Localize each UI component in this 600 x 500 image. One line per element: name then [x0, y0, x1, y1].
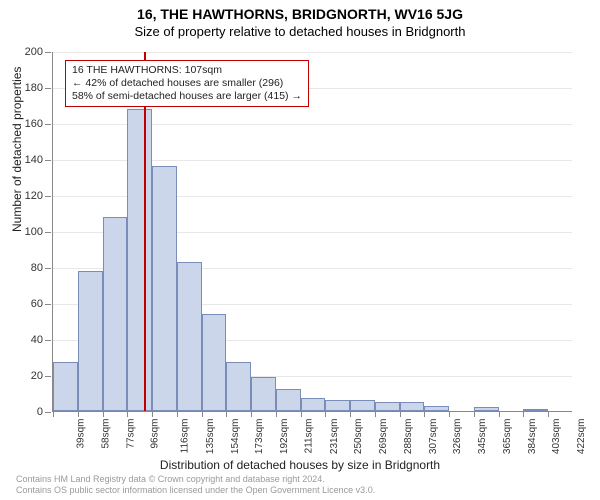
y-tick [45, 340, 51, 341]
gridline [53, 52, 572, 53]
x-tick-label: 96sqm [150, 419, 161, 449]
histogram-bar [474, 407, 499, 411]
x-tick [499, 411, 500, 417]
x-tick-label: 173sqm [254, 419, 265, 455]
x-tick [350, 411, 351, 417]
x-tick [152, 411, 153, 417]
x-tick [474, 411, 475, 417]
y-tick-label: 100 [25, 226, 43, 238]
histogram-bar [127, 109, 152, 411]
y-tick [45, 304, 51, 305]
x-tick [226, 411, 227, 417]
y-tick [45, 268, 51, 269]
y-tick-label: 80 [31, 262, 43, 274]
x-tick [202, 411, 203, 417]
x-tick-label: 154sqm [230, 419, 241, 455]
histogram-bar [276, 389, 301, 411]
x-tick-label: 326sqm [453, 419, 464, 455]
y-tick-label: 160 [25, 118, 43, 130]
x-tick [177, 411, 178, 417]
x-tick-label: 231sqm [329, 419, 340, 455]
footer-attribution: Contains HM Land Registry data © Crown c… [16, 474, 375, 496]
x-tick-label: 116sqm [179, 419, 190, 454]
histogram-bar [301, 398, 326, 411]
y-tick-label: 0 [37, 406, 43, 418]
chart-title-block: 16, THE HAWTHORNS, BRIDGNORTH, WV16 5JG … [0, 0, 600, 39]
histogram-bar [226, 362, 251, 411]
histogram-bar [152, 166, 177, 411]
histogram-bar [53, 362, 78, 411]
x-tick-label: 384sqm [527, 419, 538, 455]
x-tick [548, 411, 549, 417]
x-tick [400, 411, 401, 417]
plot-region: 02040608010012014016018020039sqm58sqm77s… [52, 52, 572, 412]
y-tick [45, 124, 51, 125]
y-tick-label: 120 [25, 190, 43, 202]
annotation-box: 16 THE HAWTHORNS: 107sqm← 42% of detache… [65, 60, 309, 107]
chart-area: 02040608010012014016018020039sqm58sqm77s… [52, 52, 572, 412]
x-tick [78, 411, 79, 417]
x-tick [325, 411, 326, 417]
y-tick [45, 232, 51, 233]
x-tick [53, 411, 54, 417]
y-tick-label: 180 [25, 82, 43, 94]
y-tick [45, 412, 51, 413]
x-tick [103, 411, 104, 417]
x-tick-label: 211sqm [303, 419, 314, 454]
x-tick [424, 411, 425, 417]
y-tick-label: 40 [31, 334, 43, 346]
x-tick-label: 403sqm [552, 419, 563, 455]
x-tick [375, 411, 376, 417]
histogram-bar [523, 409, 548, 411]
chart-title-line1: 16, THE HAWTHORNS, BRIDGNORTH, WV16 5JG [0, 6, 600, 22]
histogram-bar [424, 406, 449, 411]
histogram-bar [202, 314, 227, 411]
x-tick-label: 307sqm [428, 419, 439, 455]
y-tick-label: 140 [25, 154, 43, 166]
histogram-bar [375, 402, 400, 411]
histogram-bar [325, 400, 350, 411]
y-tick-label: 60 [31, 298, 43, 310]
annotation-line: ← 42% of detached houses are smaller (29… [72, 77, 302, 90]
histogram-bar [251, 377, 276, 411]
y-tick-label: 200 [25, 46, 43, 58]
y-axis-label: Number of detached properties [10, 67, 24, 232]
chart-title-line2: Size of property relative to detached ho… [0, 24, 600, 39]
x-tick [251, 411, 252, 417]
footer-line2: Contains OS public sector information li… [16, 485, 375, 496]
x-tick [449, 411, 450, 417]
x-tick-label: 422sqm [576, 419, 587, 455]
x-axis-label: Distribution of detached houses by size … [0, 458, 600, 472]
x-tick [523, 411, 524, 417]
y-tick [45, 52, 51, 53]
y-tick [45, 88, 51, 89]
x-tick-label: 192sqm [279, 419, 290, 455]
histogram-bar [78, 271, 103, 411]
x-tick [127, 411, 128, 417]
y-tick-label: 20 [31, 370, 43, 382]
x-tick-label: 39sqm [76, 419, 87, 449]
annotation-line: 16 THE HAWTHORNS: 107sqm [72, 64, 302, 77]
histogram-bar [350, 400, 375, 411]
x-tick-label: 77sqm [125, 419, 136, 449]
x-tick-label: 269sqm [378, 419, 389, 455]
x-tick-label: 135sqm [205, 419, 216, 455]
x-tick [276, 411, 277, 417]
annotation-line: 58% of semi-detached houses are larger (… [72, 90, 302, 103]
footer-line1: Contains HM Land Registry data © Crown c… [16, 474, 375, 485]
histogram-bar [103, 217, 128, 411]
histogram-bar [400, 402, 425, 411]
y-tick [45, 196, 51, 197]
x-tick-label: 250sqm [353, 419, 364, 455]
x-tick-label: 58sqm [100, 419, 111, 449]
x-tick [301, 411, 302, 417]
x-tick-label: 345sqm [477, 419, 488, 455]
x-tick-label: 365sqm [502, 419, 513, 455]
y-tick [45, 376, 51, 377]
y-tick [45, 160, 51, 161]
histogram-bar [177, 262, 202, 411]
x-tick-label: 288sqm [403, 419, 414, 455]
